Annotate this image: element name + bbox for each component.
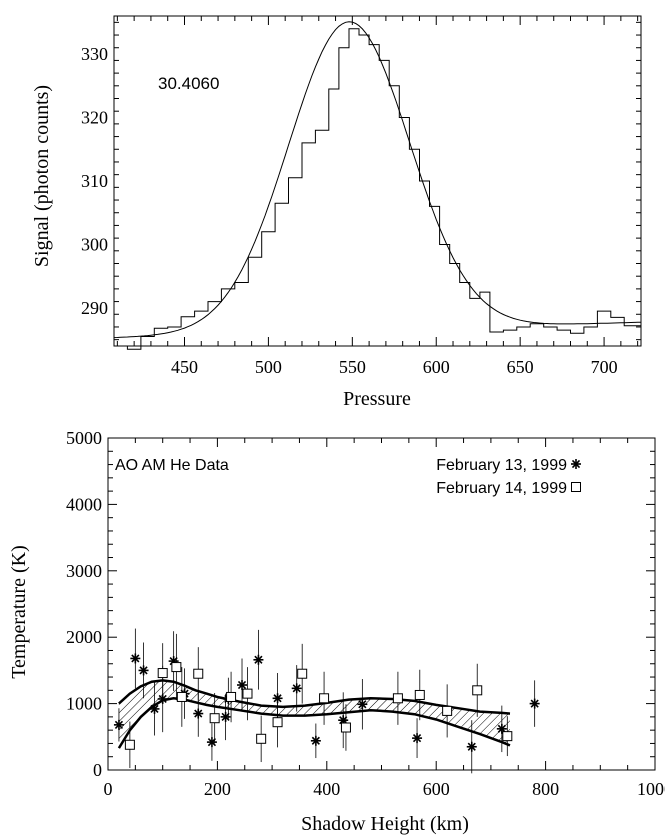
x-tick-label: 500 bbox=[255, 357, 282, 377]
bottom-x-tick-labels: 0 200 400 600 800 1000 bbox=[104, 779, 665, 799]
asterisk-marker bbox=[149, 703, 160, 714]
asterisk-stroke bbox=[237, 680, 247, 690]
square-marker bbox=[193, 668, 204, 679]
square-marker bbox=[392, 693, 403, 704]
legend-asterisk bbox=[571, 459, 581, 469]
asterisk-stroke bbox=[497, 724, 506, 733]
square-marker bbox=[171, 662, 182, 673]
square-marker bbox=[124, 739, 135, 750]
asterisk-marker bbox=[466, 741, 477, 752]
x-tick-label: 600 bbox=[423, 357, 450, 377]
y-tick-label: 1000 bbox=[66, 694, 102, 714]
asterisk-stroke bbox=[114, 720, 124, 729]
legend-asterisk-marker bbox=[571, 459, 581, 469]
asterisk-marker bbox=[310, 735, 321, 746]
y-tick-label: 300 bbox=[81, 234, 108, 254]
y-tick-label: 0 bbox=[93, 760, 102, 780]
y-tick-label: 320 bbox=[81, 108, 108, 128]
bottom-x-axis-label: Shadow Height (km) bbox=[301, 813, 469, 835]
square-marker bbox=[442, 705, 453, 716]
top-plot-frame bbox=[113, 15, 642, 347]
square-marker bbox=[226, 691, 237, 702]
x-tick-label: 800 bbox=[532, 779, 559, 799]
square-marker bbox=[502, 731, 513, 742]
asterisk-stroke bbox=[412, 734, 422, 743]
y-tick-label: 310 bbox=[81, 171, 108, 191]
square-marker bbox=[157, 668, 168, 679]
legend: February 13, 1999 February 14, 1999 bbox=[436, 457, 581, 497]
square-marker bbox=[242, 688, 253, 699]
asterisk-marker bbox=[412, 733, 423, 744]
y-tick-label: 5000 bbox=[66, 428, 102, 448]
square-marker bbox=[297, 668, 308, 679]
y-tick-label: 330 bbox=[81, 44, 108, 64]
top-y-axis-label: Signal (photon counts) bbox=[31, 85, 53, 267]
asterisk-stroke bbox=[254, 655, 263, 664]
square-marker bbox=[319, 693, 330, 704]
square-marker bbox=[340, 722, 351, 733]
asterisk-stroke bbox=[311, 736, 320, 745]
y-tick-label: 4000 bbox=[66, 494, 102, 514]
bottom-y-axis-label: Temperature (K) bbox=[8, 545, 30, 679]
top-x-tick-labels: 450 500 550 600 650 700 bbox=[171, 357, 618, 377]
top-annotation: 30.4060 bbox=[158, 74, 219, 93]
x-tick-label: 200 bbox=[204, 779, 231, 799]
y-tick-label: 290 bbox=[81, 298, 108, 318]
asterisk-marker bbox=[237, 680, 248, 691]
x-tick-label: 650 bbox=[507, 357, 534, 377]
x-tick-label: 700 bbox=[591, 357, 618, 377]
y-tick-label: 2000 bbox=[66, 627, 102, 647]
series-feb13-points bbox=[113, 628, 540, 774]
top-chart: 450 500 550 600 650 700 290 300 310 320 330 30.40… bbox=[31, 15, 642, 410]
x-tick-label: 550 bbox=[339, 357, 366, 377]
x-tick-label: 450 bbox=[171, 357, 198, 377]
top-y-tick-labels: 290 300 310 320 330 bbox=[81, 44, 108, 318]
asterisk-marker bbox=[529, 698, 540, 709]
square-marker bbox=[414, 689, 425, 700]
legend-label-feb13: February 13, 1999 bbox=[436, 457, 567, 474]
square-marker bbox=[272, 717, 283, 728]
gaussian-fit-curve bbox=[113, 21, 642, 339]
histogram-step-line bbox=[114, 28, 641, 350]
asterisk-stroke bbox=[358, 700, 367, 709]
square-marker bbox=[256, 733, 267, 744]
top-x-axis-label: Pressure bbox=[343, 388, 411, 410]
asterisk-stroke bbox=[139, 666, 148, 675]
series-feb14-points bbox=[124, 633, 513, 769]
square-marker bbox=[472, 685, 483, 696]
x-tick-label: 600 bbox=[423, 779, 450, 799]
legend-label-feb14: February 14, 1999 bbox=[436, 480, 567, 497]
square-marker bbox=[209, 713, 220, 724]
top-axis-ticks bbox=[114, 16, 641, 346]
asterisk-stroke bbox=[150, 704, 159, 714]
y-tick-label: 3000 bbox=[66, 561, 102, 581]
x-tick-label: 0 bbox=[104, 779, 113, 799]
legend-square bbox=[571, 482, 581, 492]
asterisk-marker bbox=[138, 665, 149, 676]
asterisk-marker bbox=[253, 654, 264, 665]
bottom-axis-ticks bbox=[107, 437, 656, 771]
asterisk-stroke bbox=[571, 459, 581, 469]
x-tick-label: 1000 bbox=[637, 779, 665, 799]
asterisk-marker bbox=[220, 711, 231, 722]
asterisk-stroke bbox=[131, 654, 140, 663]
asterisk-marker bbox=[113, 719, 124, 730]
asterisk-marker bbox=[206, 737, 217, 748]
bottom-chart-title: AO AM He Data bbox=[115, 457, 229, 474]
bottom-y-tick-labels: 0 1000 2000 3000 4000 5000 bbox=[66, 428, 102, 780]
asterisk-marker bbox=[130, 653, 141, 664]
asterisk-stroke bbox=[467, 742, 476, 751]
asterisk-stroke bbox=[292, 684, 301, 693]
square-marker bbox=[176, 691, 187, 702]
asterisk-marker bbox=[357, 699, 368, 710]
asterisk-marker bbox=[193, 708, 204, 719]
asterisk-marker bbox=[291, 683, 302, 694]
x-tick-label: 400 bbox=[313, 779, 340, 799]
asterisk-stroke bbox=[530, 699, 539, 708]
asterisk-stroke bbox=[194, 709, 203, 718]
band-upper-edge bbox=[118, 679, 511, 715]
legend-square-marker bbox=[571, 482, 581, 492]
